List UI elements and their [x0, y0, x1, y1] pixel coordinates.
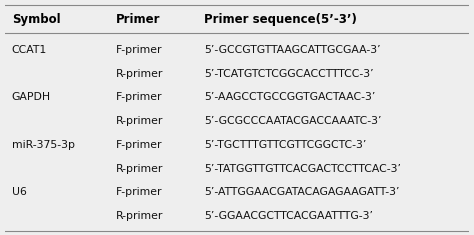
Text: F-primer: F-primer [116, 92, 163, 102]
Text: 5’-TCATGTCTCGGCACCTTTCC-3’: 5’-TCATGTCTCGGCACCTTTCC-3’ [204, 69, 374, 79]
Text: U6: U6 [12, 187, 27, 197]
Text: R-primer: R-primer [116, 164, 164, 174]
Text: Primer sequence(5’-3’): Primer sequence(5’-3’) [204, 13, 357, 26]
Text: 5’-TATGGTTGTTCACGACTCCTTCAC-3’: 5’-TATGGTTGTTCACGACTCCTTCAC-3’ [204, 164, 401, 174]
Text: Primer: Primer [116, 13, 161, 26]
Text: R-primer: R-primer [116, 69, 164, 79]
Text: 5’-GCCGTGTTAAGCATTGCGAA-3’: 5’-GCCGTGTTAAGCATTGCGAA-3’ [204, 45, 381, 55]
Text: GAPDH: GAPDH [12, 92, 51, 102]
Text: 5’-GGAACGCTTCACGAATTTG-3’: 5’-GGAACGCTTCACGAATTTG-3’ [204, 211, 374, 221]
Text: F-primer: F-primer [116, 45, 163, 55]
Text: 5’-TGCTTTGTTCGTTCGGCTC-3’: 5’-TGCTTTGTTCGTTCGGCTC-3’ [204, 140, 367, 150]
Text: R-primer: R-primer [116, 116, 164, 126]
Text: F-primer: F-primer [116, 187, 163, 197]
Text: F-primer: F-primer [116, 140, 163, 150]
Text: CCAT1: CCAT1 [12, 45, 47, 55]
Text: Symbol: Symbol [12, 13, 60, 26]
Text: 5’-GCGCCCAATACGACCAAATC-3’: 5’-GCGCCCAATACGACCAAATC-3’ [204, 116, 382, 126]
Text: R-primer: R-primer [116, 211, 164, 221]
Text: 5’-AAGCCTGCCGGTGACTAAC-3’: 5’-AAGCCTGCCGGTGACTAAC-3’ [204, 92, 376, 102]
Text: miR-375-3p: miR-375-3p [12, 140, 75, 150]
Text: 5’-ATTGGAACGATACAGAGAAGATT-3’: 5’-ATTGGAACGATACAGAGAAGATT-3’ [204, 187, 400, 197]
